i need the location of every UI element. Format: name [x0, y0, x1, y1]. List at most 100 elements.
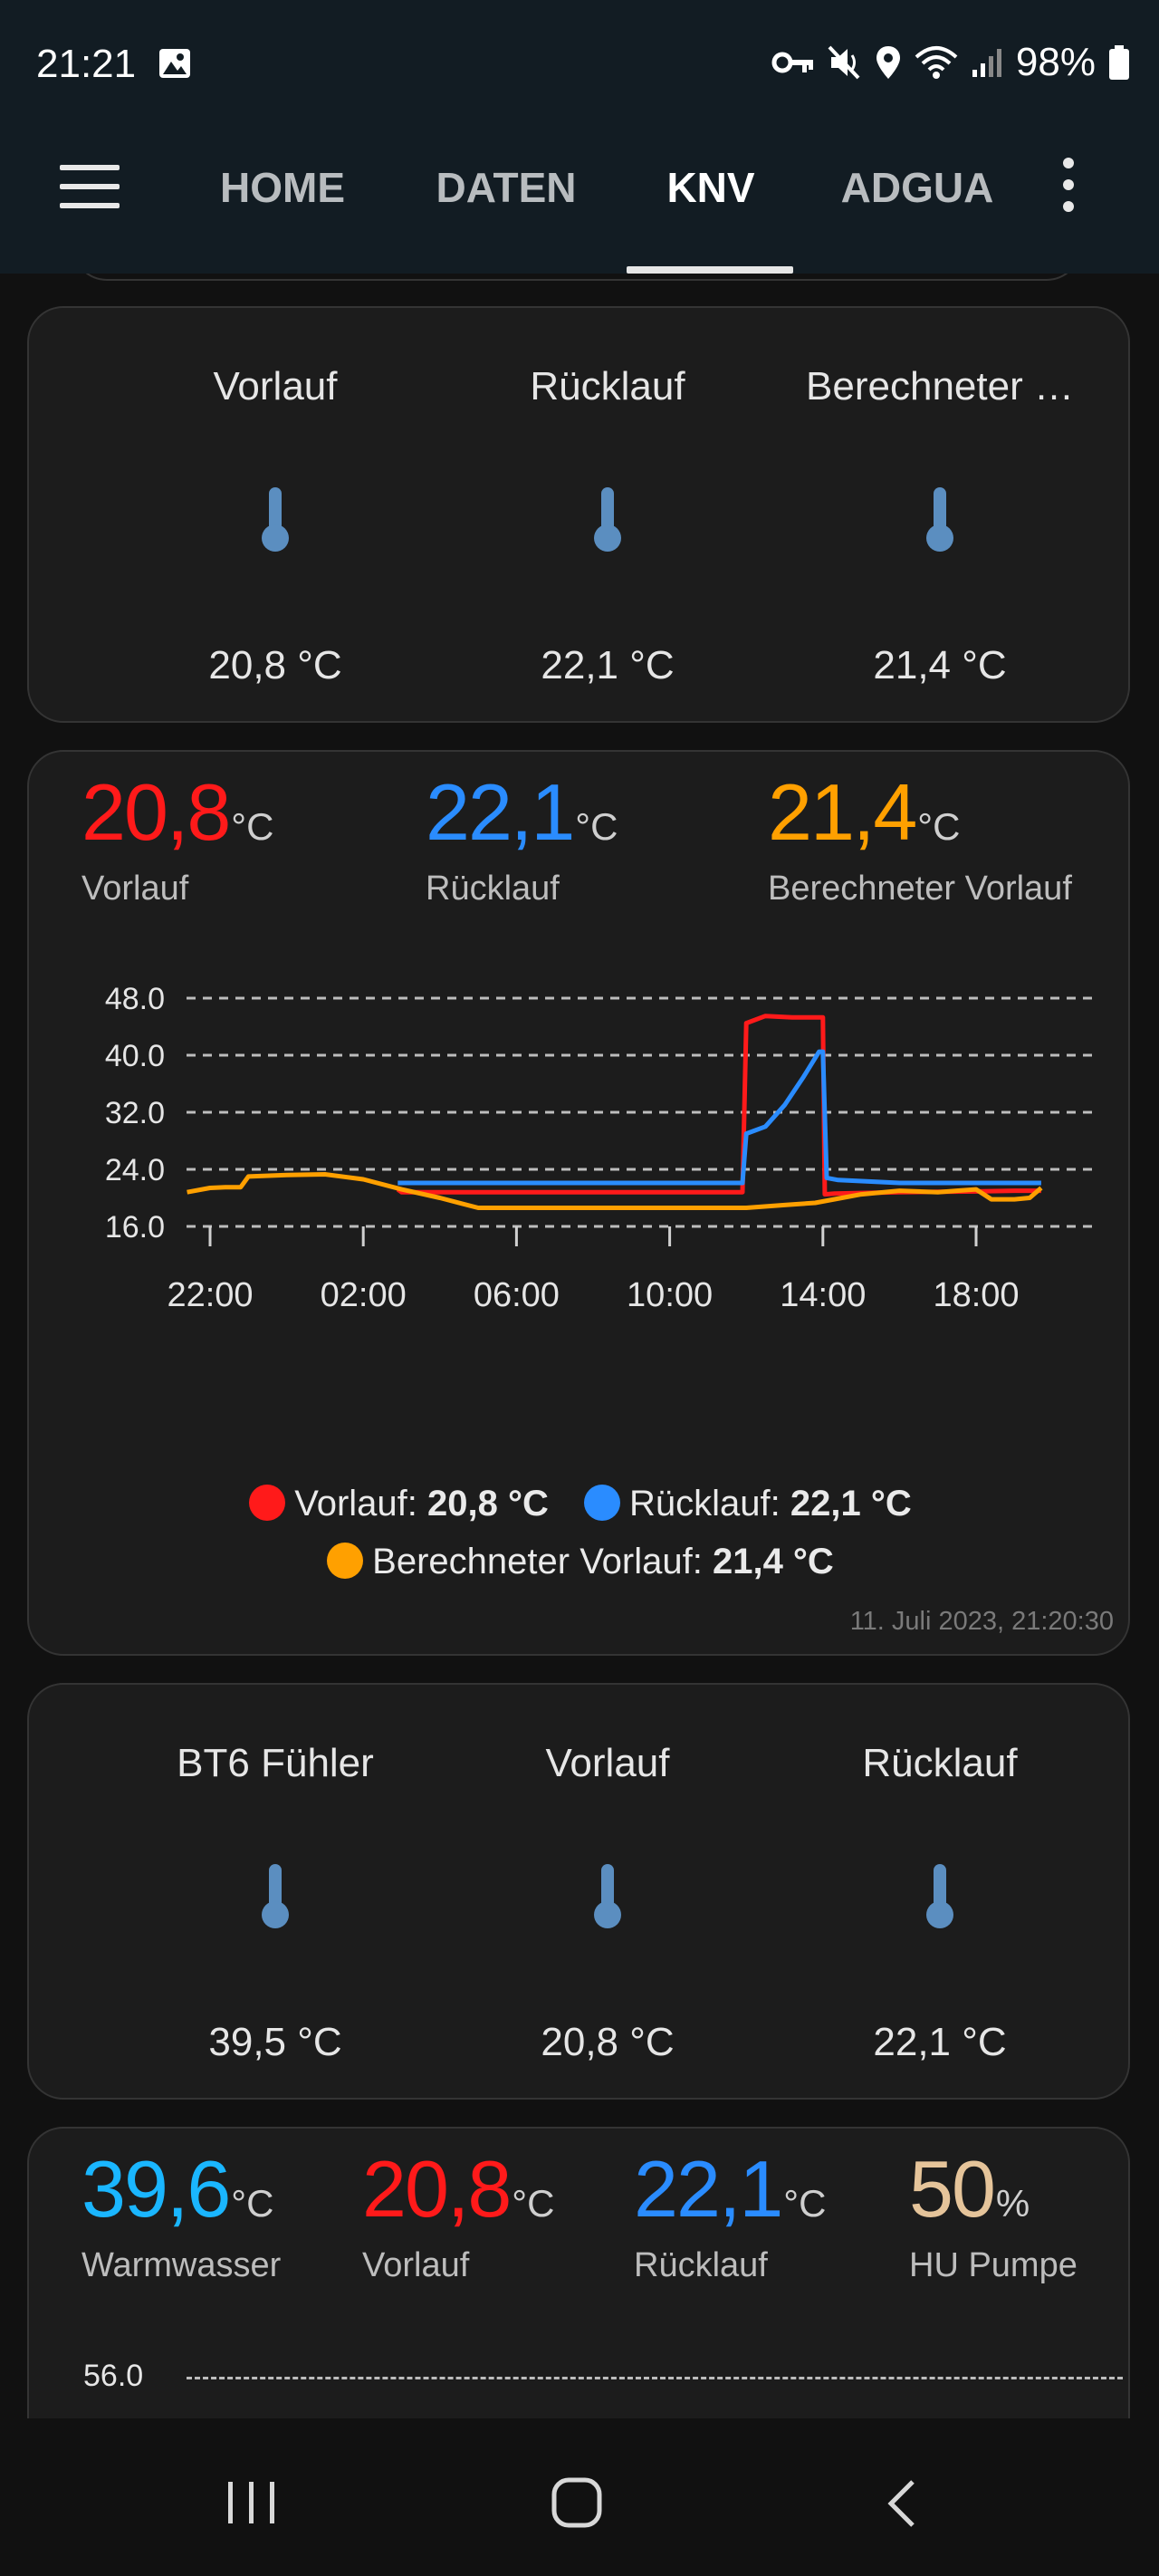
header-label: Berechneter Vorlauf — [768, 870, 1072, 908]
thermometer-icon — [926, 487, 953, 552]
dashboard-content[interactable]: Vorlauf 20,8 °C Rücklauf 22,1 °C Berechn… — [0, 274, 1159, 2418]
legend-name: Berechneter Vorlauf: — [372, 1542, 703, 1581]
entity-value: 20,8 °C — [208, 643, 342, 687]
legend-dot — [249, 1485, 286, 1521]
legend-berechneter-vorlauf[interactable]: Berechneter Vorlauf: 21,4 °C — [327, 1542, 834, 1581]
status-bar: 21:21 — [0, 0, 1159, 127]
entity-value: 20,8 °C — [541, 2020, 675, 2064]
thermometer-icon — [262, 487, 289, 552]
chart-timestamp: 11. Juli 2023, 21:20:30 — [849, 1607, 1114, 1636]
recent-apps-icon[interactable] — [226, 2480, 277, 2525]
thermometer-icon — [594, 1864, 621, 1928]
entity-name: Vorlauf — [213, 364, 338, 409]
header-label: Vorlauf — [81, 870, 189, 908]
header-vorlauf[interactable]: 20,8°C — [362, 2143, 554, 2235]
legend-value: 22,1 °C — [790, 1484, 912, 1523]
legend-value: 20,8 °C — [427, 1484, 549, 1523]
entity-value: 21,4 °C — [873, 643, 1007, 687]
tab-home[interactable]: HOME — [220, 164, 345, 211]
header-ruecklauf[interactable]: 22,1°C — [634, 2143, 826, 2235]
header-value: 50 — [909, 2144, 996, 2234]
status-time: 21:21 — [36, 42, 137, 86]
header-unit: °C — [512, 2182, 555, 2225]
header-hu-pumpe[interactable]: 50% — [909, 2143, 1030, 2235]
header-value: 22,1 — [634, 2144, 783, 2234]
y-tick-label: 56.0 — [83, 2359, 144, 2393]
battery-icon — [1109, 45, 1129, 80]
navigation-bar — [0, 2418, 1159, 2576]
entities-card-1: Vorlauf 20,8 °C Rücklauf 22,1 °C Berechn… — [27, 306, 1130, 723]
y-tick-label: 24.0 — [105, 1153, 165, 1187]
legend-value: 21,4 °C — [712, 1542, 834, 1581]
mute-icon — [828, 45, 860, 80]
entity-value: 22,1 °C — [541, 643, 675, 687]
active-tab-indicator — [627, 266, 793, 274]
entity-name: Berechneter … — [806, 364, 1074, 409]
history-graph-card-2[interactable]: 39,6°C Warmwasser 20,8°C Vorlauf 22,1°C … — [27, 2127, 1130, 2418]
header-unit: °C — [575, 805, 618, 848]
entity-name: Vorlauf — [545, 1741, 670, 1785]
y-tick-label: 32.0 — [105, 1096, 165, 1130]
header-unit: °C — [783, 2182, 827, 2225]
tab-knv[interactable]: KNV — [666, 164, 755, 211]
previous-card-edge — [72, 274, 1081, 281]
header-label: Vorlauf — [362, 2246, 470, 2284]
header-berechneter-vorlauf[interactable]: 21,4°C — [768, 766, 960, 859]
header-value: 20,8 — [362, 2144, 512, 2234]
y-tick-label: 40.0 — [105, 1039, 165, 1073]
temperature-line-chart[interactable]: 48.0 40.0 32.0 24.0 16.022:00 02:00 06:00 10:00… — [29, 969, 1132, 1440]
legend-dot — [584, 1485, 621, 1521]
entity-name: Rücklauf — [862, 1741, 1018, 1785]
header-unit: °C — [917, 805, 961, 848]
entity-name: Rücklauf — [530, 364, 685, 409]
more-options-icon[interactable] — [1056, 158, 1081, 217]
thermometer-icon — [926, 1864, 953, 1928]
entity-value: 39,5 °C — [208, 2020, 342, 2064]
legend-vorlauf[interactable]: Vorlauf: 20,8 °C — [249, 1484, 549, 1523]
legend-dot — [327, 1543, 364, 1579]
back-icon[interactable] — [884, 2478, 920, 2529]
header-label: Rücklauf — [634, 2246, 768, 2284]
y-tick-label: 48.0 — [105, 982, 165, 1016]
home-icon[interactable] — [551, 2476, 605, 2531]
header-unit: °C — [231, 805, 274, 848]
header-vorlauf[interactable]: 20,8°C — [81, 766, 273, 859]
header-ruecklauf[interactable]: 22,1°C — [426, 766, 618, 859]
x-tick-label: 06:00 — [474, 1276, 560, 1314]
x-tick-label: 02:00 — [321, 1276, 407, 1314]
wifi-icon — [915, 46, 958, 79]
tab-daten[interactable]: DATEN — [436, 164, 577, 211]
x-tick-label: 14:00 — [780, 1276, 866, 1314]
menu-icon[interactable] — [60, 165, 120, 210]
series-line-ruecklauf — [398, 1049, 1041, 1186]
series-line-vorlauf — [396, 1014, 1041, 1197]
x-tick-label: 18:00 — [933, 1276, 1019, 1314]
header-value: 39,6 — [81, 2144, 231, 2234]
battery-percent: 98% — [1015, 40, 1096, 84]
header-warmwasser[interactable]: 39,6°C — [81, 2143, 273, 2235]
history-graph-card[interactable]: 20,8°C Vorlauf 22,1°C Rücklauf 21,4°C Be… — [27, 750, 1130, 1656]
entity-name: BT6 Fühler — [177, 1741, 374, 1785]
x-tick-label: 22:00 — [167, 1276, 253, 1314]
gallery-notification-icon — [159, 49, 190, 78]
legend-row-1: Vorlauf: 20,8 °C Rücklauf: 22,1 °C — [29, 1484, 1132, 1524]
vpn-key-icon — [771, 52, 813, 73]
entities-card-2: BT6 Fühler 39,5 °C Vorlauf 20,8 °C Rückl… — [27, 1683, 1130, 2100]
signal-icon — [972, 49, 1001, 77]
grid-line — [187, 2377, 1123, 2379]
thermometer-icon — [262, 1864, 289, 1928]
status-icons: 98% — [771, 40, 1130, 85]
header-unit: % — [995, 2182, 1030, 2225]
y-tick-label: 16.0 — [105, 1210, 165, 1245]
series-line-berechneter-vorlauf — [187, 1172, 1043, 1210]
legend-ruecklauf[interactable]: Rücklauf: 22,1 °C — [584, 1484, 912, 1523]
location-icon — [876, 46, 900, 79]
x-tick-label: 10:00 — [627, 1276, 713, 1314]
legend-row-2: Berechneter Vorlauf: 21,4 °C — [29, 1542, 1132, 1582]
header-unit: °C — [231, 2182, 274, 2225]
entity-value: 22,1 °C — [873, 2020, 1007, 2064]
header-value: 22,1 — [426, 767, 575, 857]
header-label: Warmwasser — [81, 2246, 282, 2284]
header-value: 20,8 — [81, 767, 231, 857]
tab-adgua[interactable]: ADGUA — [840, 164, 994, 211]
